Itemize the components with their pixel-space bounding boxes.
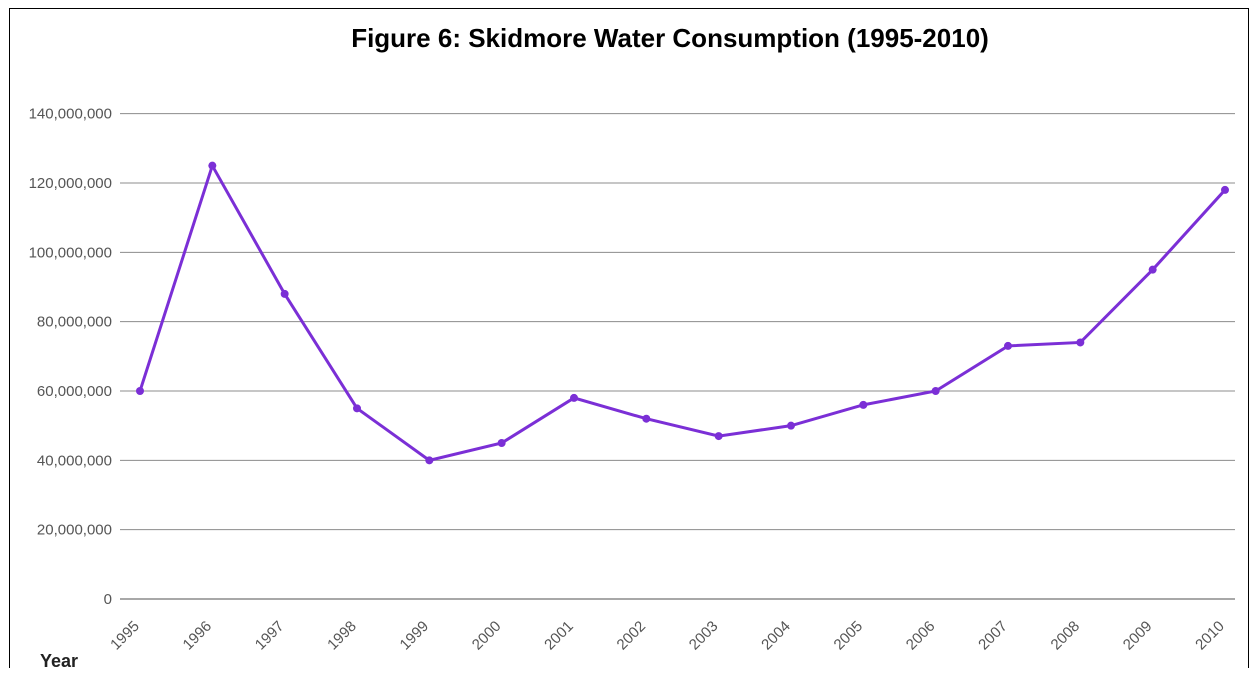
x-tick-label: 2009 xyxy=(1120,618,1156,654)
y-tick-label: 60,000,000 xyxy=(37,383,112,400)
x-axis-label: Year xyxy=(40,651,78,668)
data-point xyxy=(1076,338,1085,347)
data-point xyxy=(642,414,651,423)
y-tick-label: 100,000,000 xyxy=(29,244,112,261)
data-point xyxy=(1004,341,1012,350)
x-tick-label: 2004 xyxy=(758,618,794,654)
data-point xyxy=(570,393,578,402)
data-point xyxy=(425,456,434,465)
data-point xyxy=(280,289,289,298)
x-tick-label: 2010 xyxy=(1192,618,1228,654)
data-points xyxy=(136,161,1229,465)
x-tick-label: 1998 xyxy=(324,618,360,654)
x-tick-label: 1999 xyxy=(397,618,433,654)
chart-frame: Figure 6: Skidmore Water Consumption (19… xyxy=(9,8,1249,668)
data-point xyxy=(353,404,361,413)
gridlines xyxy=(120,113,1235,600)
data-point xyxy=(1221,185,1229,194)
x-tick-label: 1997 xyxy=(252,618,288,654)
y-tick-label: 120,000,000 xyxy=(29,175,112,192)
data-point xyxy=(714,432,723,441)
y-tick-label: 140,000,000 xyxy=(29,106,112,123)
line-chart: Figure 6: Skidmore Water Consumption (19… xyxy=(29,23,1235,668)
data-point xyxy=(208,161,217,170)
data-point xyxy=(859,400,868,409)
x-tick-label: 2003 xyxy=(686,618,722,654)
data-point xyxy=(1148,265,1157,274)
chart-title: Figure 6: Skidmore Water Consumption (19… xyxy=(351,23,989,53)
y-tick-label: 0 xyxy=(104,591,112,608)
x-tick-label: 2000 xyxy=(469,618,505,654)
data-point xyxy=(136,387,144,395)
y-tick-label: 40,000,000 xyxy=(37,452,112,469)
data-point xyxy=(497,439,506,447)
x-tick-label: 2008 xyxy=(1048,618,1084,654)
y-tick-labels: 140,000,000 120,000,000 100,000,000 80,000,… xyxy=(29,106,112,608)
y-tick-label: 80,000,000 xyxy=(37,314,112,331)
x-tick-label: 2005 xyxy=(831,618,867,654)
data-point xyxy=(931,387,940,395)
y-tick-label: 20,000,000 xyxy=(37,522,112,539)
x-tick-label: 2006 xyxy=(903,618,939,654)
x-tick-label: 2002 xyxy=(614,618,650,654)
series-line xyxy=(138,161,1227,462)
x-tick-labels: 1995 1996 1997 1998 1999 2000 2001 2002 2003 2004… xyxy=(107,618,1228,654)
x-tick-label: 2001 xyxy=(541,618,577,654)
data-point xyxy=(787,421,795,430)
x-tick-label: 2007 xyxy=(975,618,1011,654)
x-tick-label: 1996 xyxy=(180,618,216,654)
x-tick-label: 1995 xyxy=(107,618,143,654)
